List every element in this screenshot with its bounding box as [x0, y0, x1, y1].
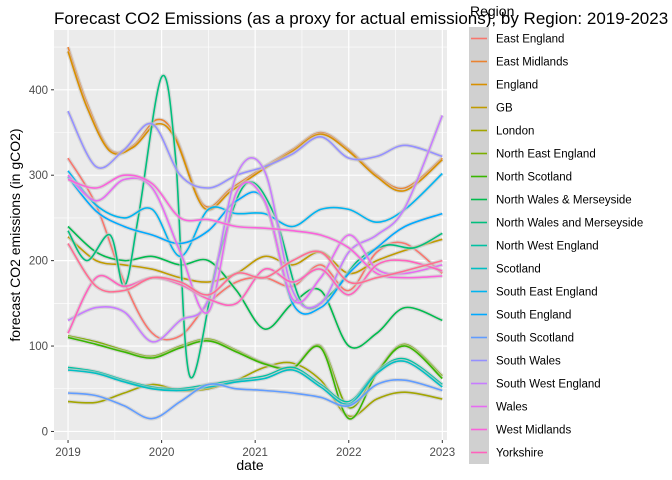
legend: Region East England East Midlands England G…: [469, 3, 643, 464]
series-line: [67, 110, 443, 189]
legend-label: London: [496, 126, 534, 138]
series-line: [67, 379, 443, 420]
legend-label: East Midlands: [496, 57, 568, 69]
y-tick-label: 400: [29, 85, 48, 97]
series-lines: [66, 46, 445, 421]
legend-label: South Wales: [496, 356, 561, 368]
legend-label: Scotland: [496, 264, 541, 276]
series-line: [67, 360, 443, 406]
axes: 2019 2020 2021 2022 2023 0 100 200 300 400: [29, 85, 455, 459]
x-tick-label: 2022: [336, 447, 362, 459]
legend-label: North Wales and Merseyside: [496, 218, 643, 230]
series-line: [67, 174, 443, 279]
series-line: [67, 361, 443, 418]
series-line: [67, 243, 443, 296]
x-tick-label: 2021: [242, 447, 268, 459]
minor-grid: [54, 30, 447, 440]
x-tick-label: 2020: [149, 447, 175, 459]
legend-label: England: [496, 80, 538, 92]
legend-label: Wales: [496, 402, 528, 414]
chart-title: Forecast CO2 Emissions (as a proxy for a…: [54, 9, 668, 28]
legend-label: North Scotland: [496, 172, 572, 184]
legend-label: South Scotland: [496, 333, 574, 345]
x-axis-title: date: [236, 457, 263, 473]
x-tick-label: 2019: [55, 447, 81, 459]
legend-title: Region: [470, 3, 514, 19]
legend-label: North Wales & Merseyside: [496, 195, 632, 207]
x-tick-label: 2023: [430, 447, 456, 459]
y-tick-label: 0: [42, 426, 48, 438]
series-line: [67, 225, 443, 349]
series-line: [67, 170, 443, 258]
series-line: [67, 176, 443, 315]
legend-label: GB: [496, 103, 513, 115]
legend-label: South England: [496, 310, 571, 322]
series-line: [67, 174, 443, 314]
series-line: [67, 157, 443, 341]
y-tick-label: 300: [29, 170, 48, 182]
y-axis-title: forecast CO2 emissions (in gCO2): [7, 128, 23, 341]
series-line: [67, 259, 443, 334]
series-line: [67, 236, 443, 283]
legend-label: South West England: [496, 379, 601, 391]
series-line: [67, 115, 444, 343]
legend-label: South East England: [496, 287, 598, 299]
legend-label: North East England: [496, 149, 596, 161]
y-tick-label: 200: [29, 256, 48, 268]
legend-label: West Midlands: [496, 425, 571, 437]
legend-label: Yorkshire: [496, 448, 544, 460]
legend-label: North West England: [496, 241, 599, 253]
legend-label: East England: [496, 34, 564, 46]
y-tick-label: 100: [29, 341, 48, 353]
